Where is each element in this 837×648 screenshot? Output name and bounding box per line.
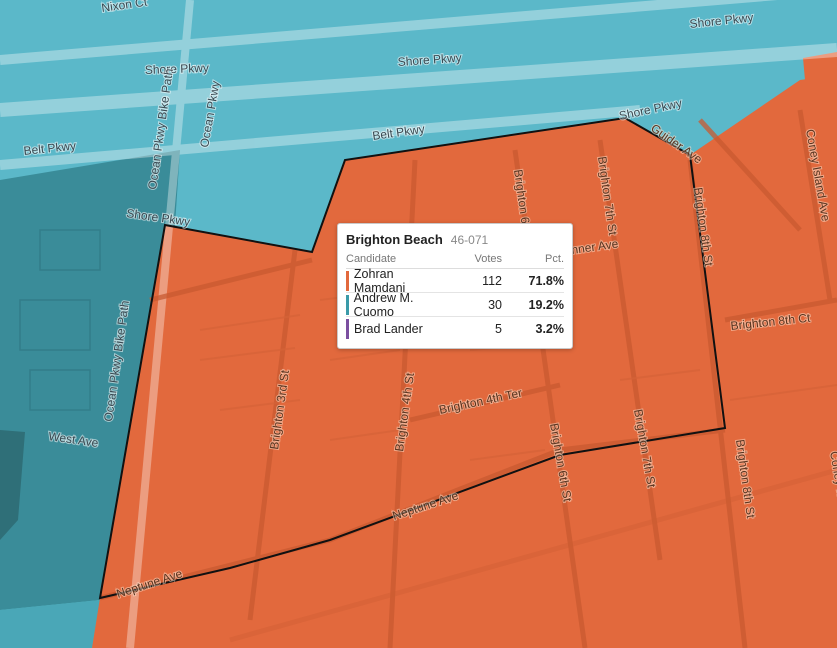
candidate-votes: 5 <box>495 321 502 336</box>
candidate-pct: 19.2% <box>528 297 564 312</box>
candidate-row: Andrew M. Cuomo 30 19.2% <box>346 290 564 319</box>
precinct-boundary-brighton-beach[interactable] <box>98 116 727 600</box>
column-votes: Votes <box>474 253 502 265</box>
candidate-name: Zohran Mamdani <box>353 266 406 295</box>
district-west-darker[interactable] <box>0 430 25 540</box>
candidate-name: Andrew M. Cuomo <box>353 290 414 319</box>
precinct-tooltip: Brighton Beach 46-071 Candidate Votes Pc… <box>337 223 573 349</box>
tooltip-title: Brighton Beach <box>346 232 443 247</box>
candidate-votes: 30 <box>488 297 502 312</box>
candidate-name: Brad Lander <box>354 321 423 336</box>
tooltip-header: Brighton Beach 46-071 <box>346 232 564 247</box>
candidate-color-swatch <box>346 270 349 291</box>
candidate-pct: 3.2% <box>535 321 565 336</box>
street-label-shore-pkwy: Shore Pkwy <box>397 51 462 69</box>
candidate-color-swatch <box>346 318 349 339</box>
district-southwest[interactable] <box>0 600 100 648</box>
column-candidate: Candidate <box>346 253 397 265</box>
candidate-votes: 112 <box>482 273 502 288</box>
candidate-row: Zohran Mamdani 112 71.8% <box>346 266 564 295</box>
candidate-color-swatch <box>346 294 349 315</box>
candidate-row: Brad Lander 5 3.2% <box>346 317 564 340</box>
street-label-shore-pkwy: Shore Pkwy <box>145 61 209 77</box>
tooltip-district-id: 46-071 <box>450 233 489 247</box>
column-pct: Pct. <box>545 253 564 265</box>
street-label-belt-pkwy: Belt Pkwy <box>23 139 77 158</box>
candidate-pct: 71.8% <box>528 273 564 288</box>
district-orange-northeast <box>803 52 837 80</box>
tooltip-column-headers: Candidate Votes Pct. <box>346 253 564 269</box>
